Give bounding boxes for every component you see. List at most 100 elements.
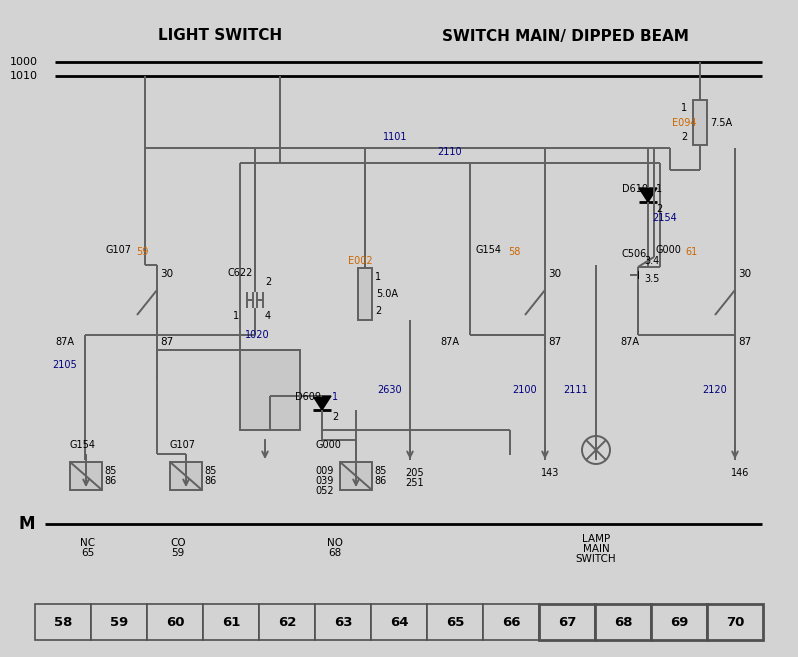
- Text: NO: NO: [327, 538, 343, 548]
- Bar: [91, 604, 147, 640]
- Text: D609: D609: [295, 392, 321, 402]
- Text: 61: 61: [222, 616, 240, 629]
- Text: 87: 87: [738, 337, 751, 347]
- Text: SWITCH: SWITCH: [575, 554, 616, 564]
- Text: 87: 87: [160, 337, 173, 347]
- Text: 1: 1: [375, 272, 381, 282]
- Text: 58: 58: [53, 616, 72, 629]
- Bar: [483, 604, 539, 640]
- Text: E002: E002: [348, 256, 373, 266]
- Text: C506: C506: [622, 249, 647, 259]
- Text: 039: 039: [315, 476, 334, 486]
- Text: E094: E094: [672, 118, 697, 127]
- Text: 66: 66: [502, 616, 520, 629]
- Text: 2630: 2630: [377, 385, 402, 395]
- Text: 1101: 1101: [383, 132, 407, 142]
- Text: 2: 2: [332, 412, 338, 422]
- Text: 205: 205: [405, 468, 424, 478]
- Text: C622: C622: [227, 268, 252, 278]
- Text: 86: 86: [104, 476, 117, 486]
- Text: 87: 87: [548, 337, 561, 347]
- Text: 30: 30: [160, 269, 173, 279]
- Text: SWITCH MAIN/ DIPPED BEAM: SWITCH MAIN/ DIPPED BEAM: [441, 28, 689, 43]
- Bar: [147, 604, 203, 640]
- Text: 143: 143: [541, 468, 559, 478]
- Text: G107: G107: [105, 245, 131, 255]
- Bar: [240, 350, 300, 430]
- Text: 251: 251: [405, 478, 424, 488]
- Text: G154: G154: [70, 440, 96, 450]
- Text: 63: 63: [334, 616, 352, 629]
- Text: 68: 68: [328, 548, 342, 558]
- Text: 2154: 2154: [652, 213, 677, 223]
- Text: M: M: [18, 515, 34, 533]
- Text: LIGHT SWITCH: LIGHT SWITCH: [158, 28, 282, 43]
- Text: MAIN: MAIN: [583, 544, 610, 554]
- Text: 60: 60: [166, 616, 184, 629]
- Text: 30: 30: [548, 269, 561, 279]
- Text: 59: 59: [172, 548, 184, 558]
- Text: LAMP: LAMP: [582, 534, 610, 544]
- Bar: [651, 604, 707, 640]
- Text: 2: 2: [265, 277, 271, 287]
- Text: 2: 2: [656, 204, 662, 214]
- Text: 67: 67: [558, 616, 576, 629]
- Text: 85: 85: [104, 466, 117, 476]
- Text: 85: 85: [374, 466, 386, 476]
- Text: CO: CO: [170, 538, 186, 548]
- Text: 1: 1: [681, 103, 687, 113]
- Text: 1000: 1000: [10, 57, 38, 67]
- Bar: [35, 604, 91, 640]
- Text: G000: G000: [315, 440, 341, 450]
- Bar: [595, 604, 651, 640]
- Text: 052: 052: [315, 486, 334, 496]
- Text: 2105: 2105: [52, 360, 77, 370]
- Text: 87A: 87A: [440, 337, 459, 347]
- Bar: [170, 462, 202, 490]
- Bar: [203, 604, 259, 640]
- Text: 4: 4: [265, 311, 271, 321]
- Text: 68: 68: [614, 616, 632, 629]
- Bar: [70, 462, 102, 490]
- Bar: [371, 604, 427, 640]
- Text: 2111: 2111: [563, 385, 588, 395]
- Text: 86: 86: [374, 476, 386, 486]
- Text: G107: G107: [170, 440, 196, 450]
- Text: 87A: 87A: [620, 337, 639, 347]
- Text: 2: 2: [681, 132, 687, 142]
- Text: 3.5: 3.5: [644, 274, 659, 284]
- Bar: [358, 268, 372, 320]
- Text: 5.0A: 5.0A: [376, 289, 398, 299]
- Text: 65: 65: [81, 548, 95, 558]
- Text: 1: 1: [332, 392, 338, 402]
- Text: 61: 61: [685, 247, 697, 257]
- Text: 30: 30: [738, 269, 751, 279]
- Text: 64: 64: [389, 616, 409, 629]
- Text: 3.4: 3.4: [644, 256, 659, 266]
- Text: 1020: 1020: [245, 330, 270, 340]
- Bar: [340, 462, 372, 490]
- Text: 7.5A: 7.5A: [710, 118, 732, 127]
- Text: 146: 146: [731, 468, 749, 478]
- Polygon shape: [639, 188, 657, 202]
- Bar: [427, 604, 483, 640]
- Bar: [693, 100, 707, 145]
- Text: 1010: 1010: [10, 71, 38, 81]
- Text: G154: G154: [475, 245, 501, 255]
- Text: 2110: 2110: [437, 147, 462, 157]
- Bar: [259, 604, 315, 640]
- Text: 1: 1: [233, 311, 239, 321]
- Text: NC: NC: [81, 538, 96, 548]
- Text: 85: 85: [204, 466, 216, 476]
- Text: 2: 2: [375, 306, 381, 316]
- Bar: [539, 604, 595, 640]
- Text: 59: 59: [136, 247, 148, 257]
- Text: I: I: [637, 271, 640, 281]
- Text: 86: 86: [204, 476, 216, 486]
- Text: D610: D610: [622, 184, 648, 194]
- Text: 2120: 2120: [702, 385, 727, 395]
- Text: 1: 1: [656, 184, 662, 194]
- Text: 62: 62: [278, 616, 296, 629]
- Polygon shape: [313, 396, 331, 410]
- Text: 2100: 2100: [512, 385, 537, 395]
